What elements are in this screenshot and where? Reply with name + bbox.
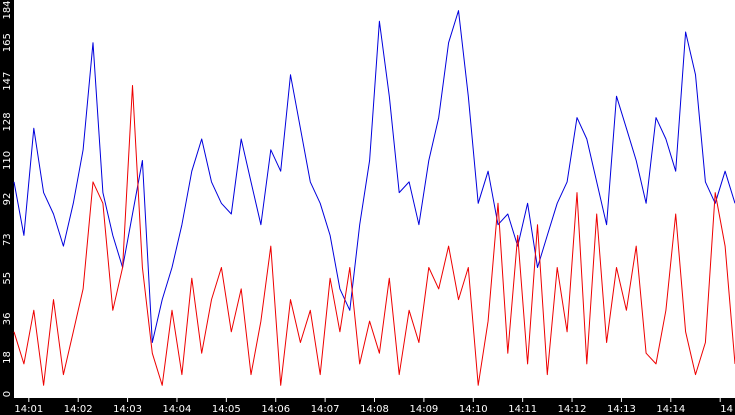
x-tick-label: 14:03 bbox=[113, 404, 142, 415]
y-tick-label: 36 bbox=[2, 313, 13, 326]
x-tick-label: 14 bbox=[720, 404, 733, 415]
y-tick-label: 110 bbox=[2, 151, 13, 170]
y-tick-label: 165 bbox=[2, 33, 13, 52]
series-line-2 bbox=[13, 85, 735, 386]
y-axis-band bbox=[0, 0, 14, 415]
x-tick-label: 14:07 bbox=[311, 404, 340, 415]
x-tick-label: 14:01 bbox=[14, 404, 43, 415]
y-tick-label: 55 bbox=[2, 272, 13, 285]
y-tick-label: 0 bbox=[2, 391, 13, 397]
y-tick-label: 184 bbox=[2, 0, 13, 19]
series-layer bbox=[13, 10, 735, 386]
y-axis-ticks: 0 18 36 55 73 92 110 128 147 165 184 bbox=[2, 0, 13, 397]
y-tick-label: 92 bbox=[2, 193, 13, 206]
x-tick-label: 14:04 bbox=[163, 404, 192, 415]
x-tick-label: 14:10 bbox=[459, 404, 488, 415]
x-tick-label: 14:14 bbox=[656, 404, 685, 415]
y-tick-label: 18 bbox=[2, 351, 13, 364]
x-axis-band bbox=[0, 398, 735, 415]
series-line-1 bbox=[13, 10, 735, 343]
x-tick-label: 14:11 bbox=[508, 404, 537, 415]
x-tick-label: 14:09 bbox=[409, 404, 438, 415]
x-axis-ticks: 14:01 14:02 14:03 14:04 14:05 14:06 14:07 14:08… bbox=[14, 398, 733, 415]
x-tick-label: 14:02 bbox=[64, 404, 93, 415]
x-tick-label: 14:06 bbox=[261, 404, 290, 415]
y-tick-label: 73 bbox=[2, 233, 13, 246]
x-tick-label: 14:08 bbox=[360, 404, 389, 415]
y-tick-label: 147 bbox=[2, 72, 13, 91]
y-tick-label: 128 bbox=[2, 112, 13, 131]
x-tick-label: 14:13 bbox=[607, 404, 636, 415]
x-tick-label: 14:05 bbox=[212, 404, 241, 415]
x-tick-label: 14:12 bbox=[558, 404, 587, 415]
